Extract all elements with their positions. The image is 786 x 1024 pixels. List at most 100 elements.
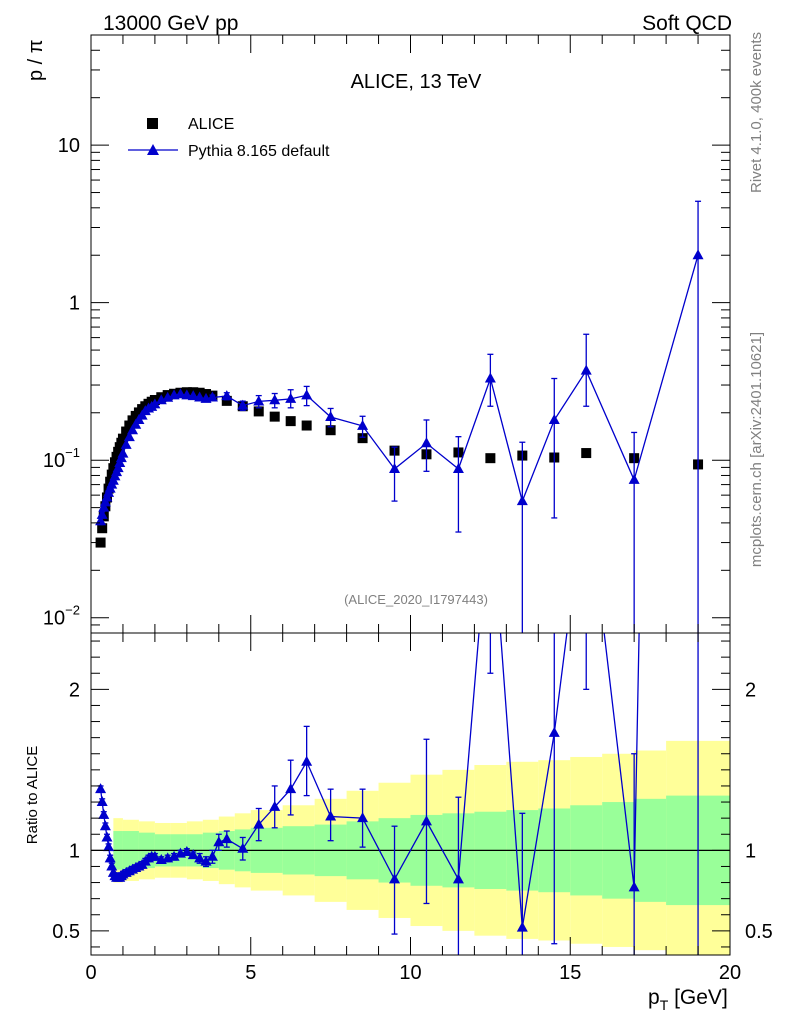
x-ticklabel: 20 <box>719 962 741 984</box>
pythia-point <box>206 391 218 402</box>
alice-point <box>106 469 117 480</box>
pythia-point <box>98 501 110 512</box>
pythia-point <box>580 364 592 375</box>
ratio-point <box>96 796 108 807</box>
alice-point <box>253 406 264 417</box>
ratio-point <box>168 850 180 861</box>
alice-point <box>111 451 122 462</box>
pythia-point <box>187 390 199 401</box>
ratio-y-ticklabel-left: 1 <box>69 840 80 862</box>
legend-marker-pythia <box>147 144 159 155</box>
pythia-point <box>269 394 281 405</box>
main-panel: p / π ALICE, 13 TeV (ALICE_2020_I1797443… <box>25 34 731 634</box>
ratio-point <box>98 808 110 819</box>
alice-point <box>285 416 296 427</box>
pythia-point <box>357 419 369 430</box>
ratio-point <box>200 855 212 866</box>
main-y-ticklabel: 10−2 <box>43 603 80 630</box>
legend-marker-alice <box>147 118 158 129</box>
pythia-point <box>285 392 297 403</box>
ratio-point <box>103 841 115 852</box>
pythia-point <box>149 398 161 409</box>
mcplots-site-label: mcplots.cern.ch [arXiv:2401.10621] <box>748 332 765 567</box>
main-y-ticklabel: 1 <box>69 293 80 315</box>
ratio-point <box>269 800 281 811</box>
ratio-point <box>357 812 369 823</box>
ratio-point <box>301 755 313 766</box>
ratio-y-ticklabel-right: 2 <box>745 679 756 701</box>
ratio-y-ticklabel-right: 1 <box>745 840 756 862</box>
main-y-tick-exponent: −2 <box>65 603 80 618</box>
alice-point <box>97 523 108 534</box>
pythia-point <box>127 424 139 435</box>
alice-point <box>95 537 106 548</box>
ratio-point <box>149 850 161 861</box>
x-ticklabel: 15 <box>559 962 581 984</box>
pythia-point <box>253 395 265 406</box>
main-title: ALICE, 13 TeV <box>351 71 482 93</box>
alice-point <box>221 395 232 406</box>
pythia-point <box>155 394 167 405</box>
ratio-point <box>206 850 218 861</box>
ratio-point <box>452 873 464 884</box>
ratio-point <box>253 818 265 829</box>
alice-point <box>357 433 368 444</box>
alice-point <box>325 425 336 436</box>
pythia-point <box>452 462 464 473</box>
alice-point <box>108 463 119 474</box>
ratio-point <box>187 849 199 860</box>
ratio-point <box>420 815 432 826</box>
ratio-point <box>213 836 225 847</box>
ratio-y-ticklabel-left: 2 <box>69 679 80 701</box>
ratio-point <box>516 921 528 932</box>
ratio-point <box>99 820 111 831</box>
pythia-point <box>112 462 124 473</box>
pythia-point <box>96 508 108 519</box>
pythia-point <box>628 473 640 484</box>
main-ylabel: p / π <box>25 39 47 81</box>
pythia-point <box>117 447 129 458</box>
ratio-point <box>237 842 249 853</box>
header-left: 13000 GeV pp <box>103 12 238 35</box>
alice-point <box>301 420 312 431</box>
pythia-point <box>221 390 233 401</box>
pythia-point <box>389 462 401 473</box>
ratio-point <box>325 810 337 821</box>
ratio-point <box>285 783 297 794</box>
ratio-point <box>106 860 118 871</box>
legend-label-pythia: Pythia 8.165 default <box>188 143 330 160</box>
pythia-point <box>548 413 560 424</box>
alice-point <box>485 453 496 464</box>
ratio-panel: Ratio to ALICE 0.5 0.5 1 1 2 2 0 5 10 15 20 pT [G… <box>24 632 773 1013</box>
main-y-ticklabel: 10−1 <box>43 445 80 472</box>
ratio-point <box>194 852 206 863</box>
pythia-point <box>325 411 337 422</box>
ratio-point <box>181 845 193 856</box>
pythia-point <box>301 389 313 400</box>
x-ticklabel: 10 <box>399 962 421 984</box>
legend: ALICE Pythia 8.165 default <box>128 116 330 160</box>
header-right: Soft QCD <box>642 12 732 35</box>
x-ticklabel: 5 <box>245 962 256 984</box>
pythia-point <box>123 431 135 442</box>
ratio-point <box>389 873 401 884</box>
legend-label-alice: ALICE <box>188 116 234 133</box>
ratio-point <box>221 833 233 844</box>
main-y-tick-exponent: −1 <box>65 445 80 460</box>
alice-point <box>109 457 120 468</box>
pythia-point <box>237 399 249 410</box>
ratio-point <box>95 783 107 794</box>
pythia-point <box>420 437 432 448</box>
ratio-ylabel: Ratio to ALICE <box>24 746 41 844</box>
ratio-point <box>548 726 560 737</box>
alice-point <box>124 420 135 431</box>
rivet-version-label: Rivet 4.1.0, 400k events <box>748 32 765 193</box>
x-axis-label: pT [GeV] <box>648 986 728 1013</box>
alice-point <box>269 411 280 422</box>
alice-point <box>117 433 128 444</box>
ratio-y-ticklabel-right: 0.5 <box>745 921 773 943</box>
pythia-point <box>692 249 704 260</box>
analysis-id: (ALICE_2020_I1797443) <box>344 592 488 607</box>
ratio-point <box>104 852 116 863</box>
